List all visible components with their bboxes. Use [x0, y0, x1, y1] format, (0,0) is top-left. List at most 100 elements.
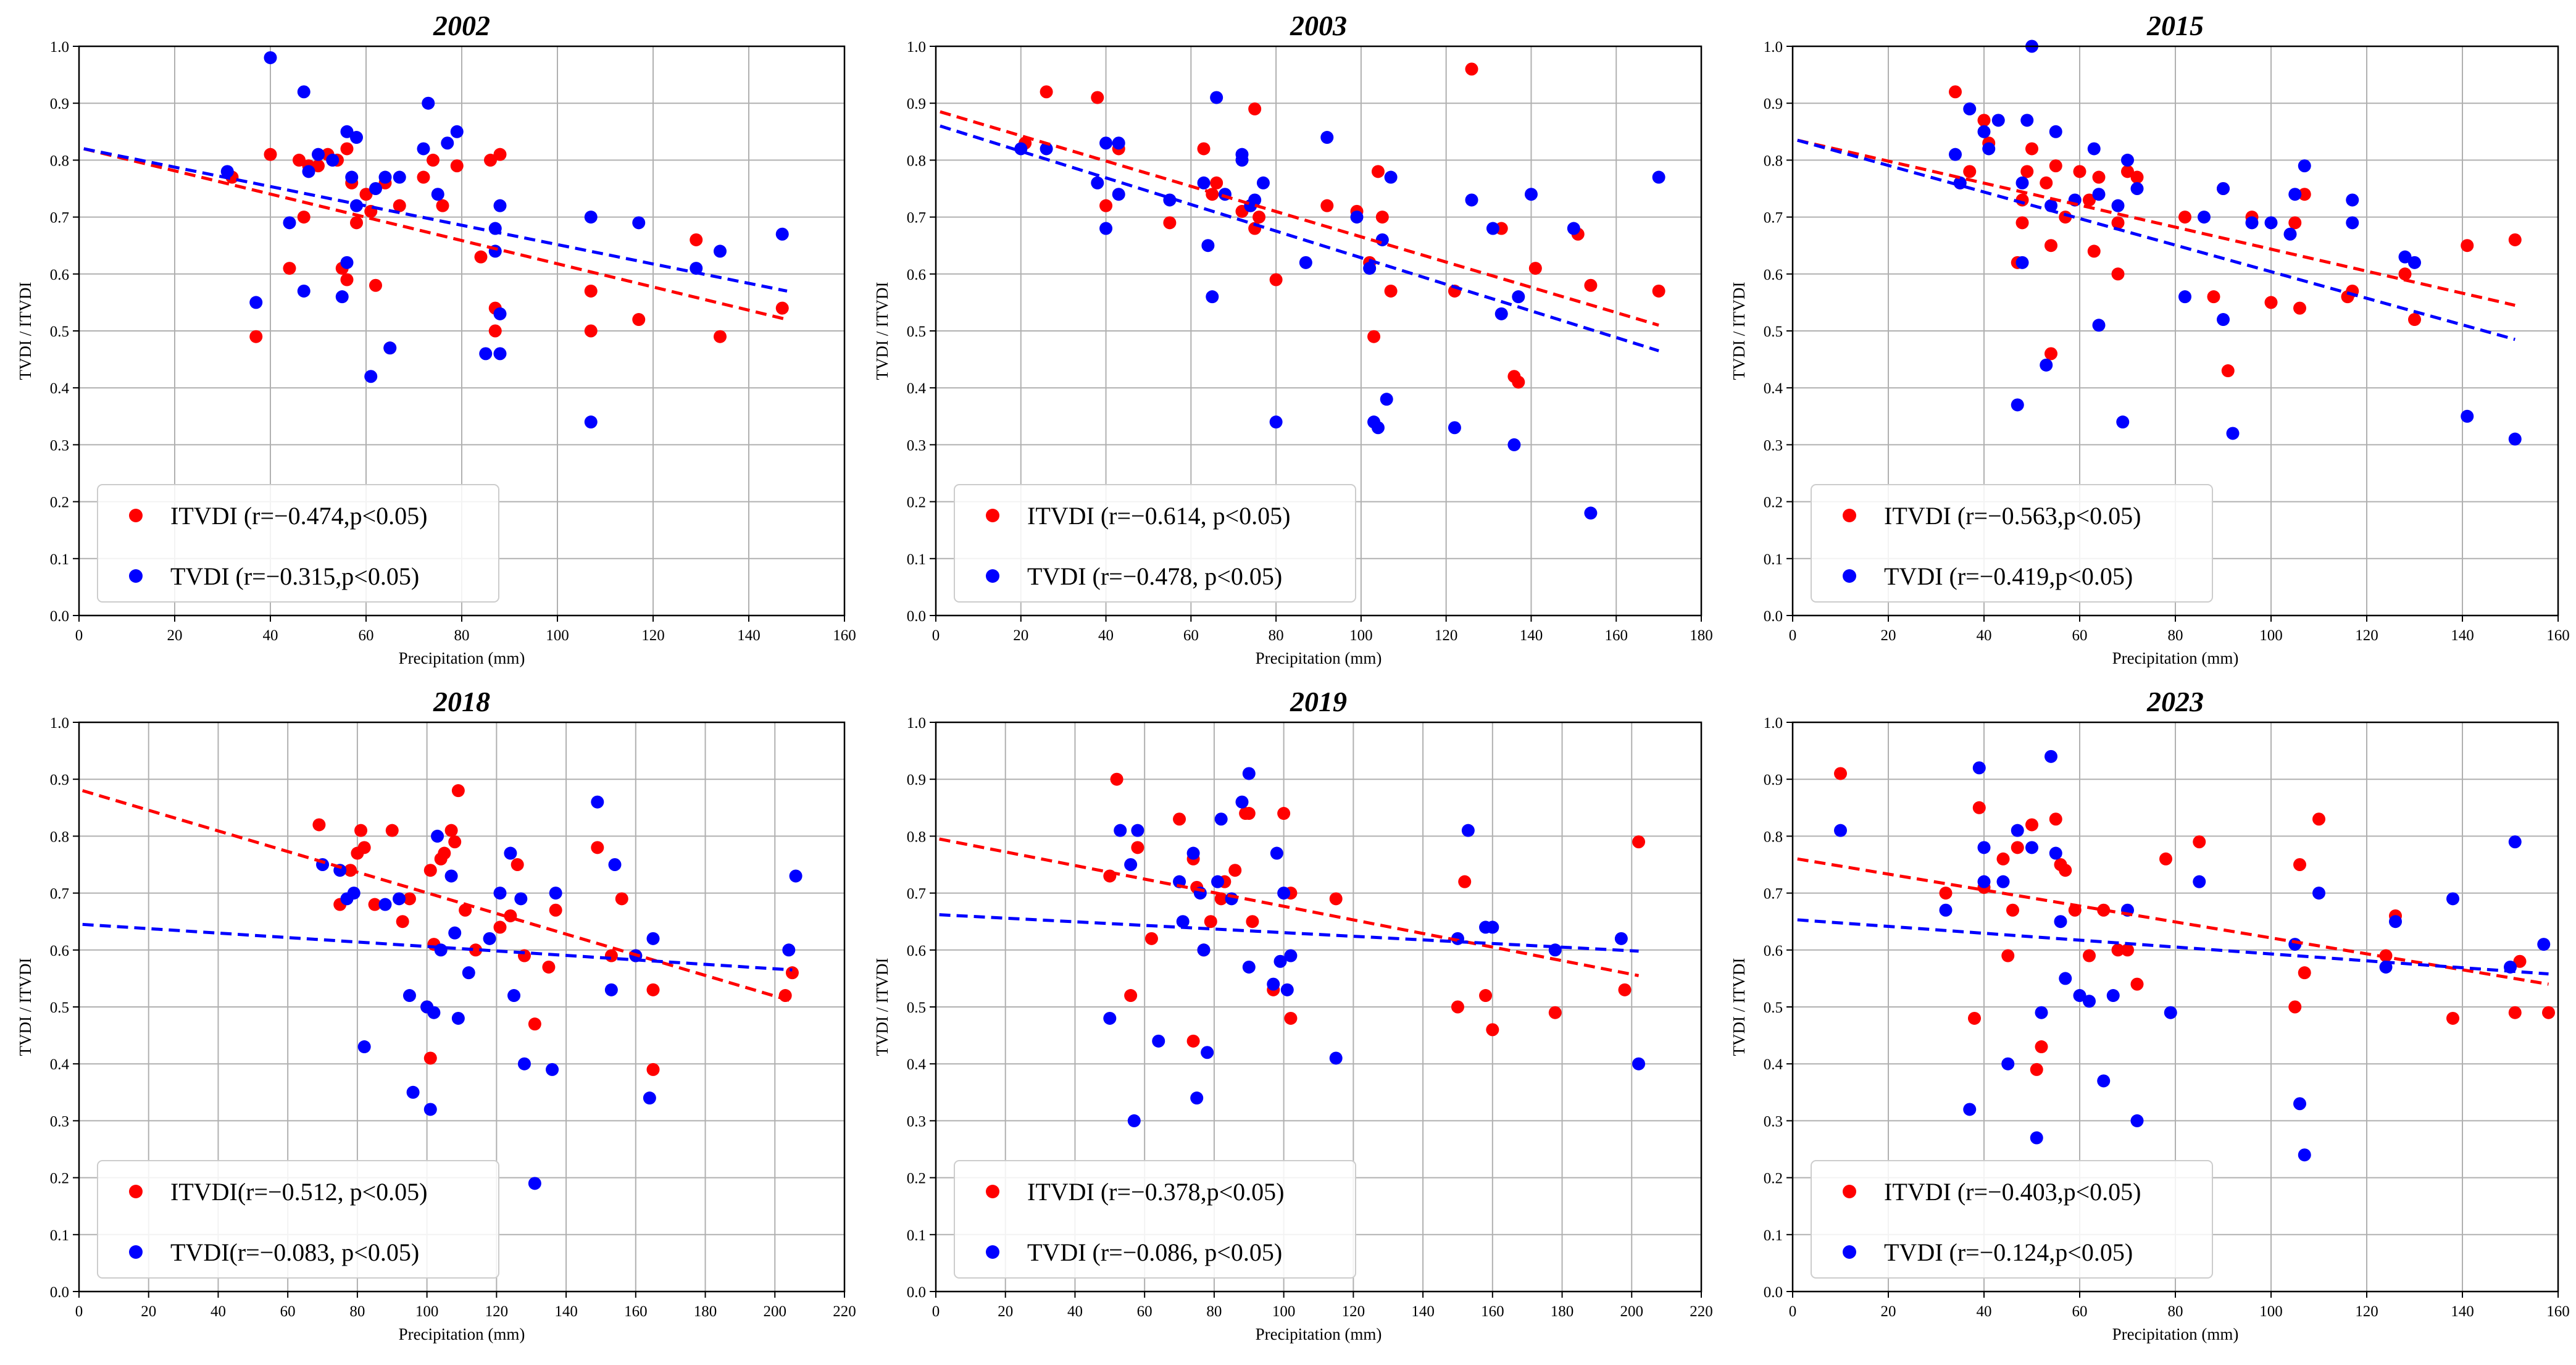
data-point	[789, 869, 802, 883]
data-point	[378, 898, 392, 911]
chart-title: 2002	[433, 10, 490, 41]
y-tick-label: 1.0	[1764, 39, 1783, 56]
x-tick-label: 100	[2259, 627, 2283, 644]
chart-panel-2003: 0 20 40 60 80 100 120 140 160 180 0.0 0.1 0.2 0.3 0.4 0…	[873, 10, 1713, 667]
data-point	[2040, 176, 2053, 190]
data-point	[1524, 188, 1538, 201]
data-point	[434, 943, 448, 957]
y-tick-label: 0.5	[50, 1000, 69, 1016]
x-tick-label: 0	[932, 1303, 940, 1320]
data-point	[2059, 211, 2072, 224]
y-axis-label: TVDI / ITVDI	[16, 282, 35, 380]
data-point	[2030, 1131, 2043, 1145]
data-point	[1982, 142, 1996, 156]
data-point	[1099, 199, 1113, 212]
y-tick-label: 0.2	[1764, 1171, 1783, 1187]
x-tick-label: 160	[624, 1303, 648, 1320]
data-point	[1494, 307, 1508, 320]
y-tick-label: 0.4	[907, 380, 927, 397]
data-point	[2288, 938, 2302, 951]
legend-marker-itvdi	[129, 1185, 143, 1198]
data-point	[2045, 749, 2057, 763]
data-point	[2245, 216, 2259, 230]
data-point	[451, 784, 465, 798]
data-point	[2264, 296, 2278, 309]
data-point	[1091, 91, 1104, 104]
data-point	[249, 296, 263, 309]
data-point	[2035, 1006, 2048, 1019]
data-point	[1269, 415, 1283, 429]
chart-title: 2019	[1290, 686, 1347, 717]
y-tick-label: 0.3	[1764, 1113, 1783, 1130]
data-point	[1977, 114, 1991, 127]
x-tick-label: 60	[280, 1303, 296, 1320]
data-point	[1350, 211, 1364, 224]
data-point	[402, 892, 416, 906]
data-point	[326, 153, 340, 167]
data-point	[2461, 409, 2474, 423]
trend-line-tvdi	[1797, 918, 2549, 976]
data-point	[2312, 812, 2325, 826]
x-tick-label: 100	[415, 1303, 439, 1320]
data-point	[1280, 983, 1294, 996]
data-point	[2097, 1074, 2111, 1088]
data-point	[340, 256, 354, 269]
data-point	[1152, 1034, 1165, 1048]
data-point	[2073, 989, 2086, 1003]
x-tick-label: 80	[2168, 627, 2183, 644]
data-point	[493, 199, 507, 212]
data-point	[2508, 233, 2522, 246]
x-tick-label: 0	[1789, 1303, 1797, 1320]
series-itvdi	[1019, 62, 1665, 389]
x-axis-label: Precipitation (mm)	[1256, 649, 1382, 667]
data-point	[1972, 761, 1986, 775]
data-point	[1977, 125, 1991, 138]
data-point	[1652, 284, 1665, 298]
data-point	[1972, 801, 1986, 814]
data-point	[2049, 159, 2062, 173]
data-point	[1091, 176, 1104, 190]
y-tick-label: 0.6	[907, 943, 926, 959]
data-point	[1099, 222, 1113, 235]
y-tick-label: 0.4	[1764, 1056, 1783, 1073]
data-point	[2446, 1011, 2459, 1025]
data-point	[283, 216, 296, 230]
y-tick-label: 0.1	[1764, 1227, 1783, 1244]
data-point	[1277, 807, 1291, 820]
data-point	[1204, 915, 1217, 929]
data-point	[1173, 812, 1186, 826]
data-point	[347, 887, 361, 900]
data-point	[493, 920, 507, 934]
x-tick-label: 100	[2259, 1303, 2283, 1320]
data-point	[2083, 995, 2096, 1008]
x-tick-label: 0	[932, 627, 940, 644]
data-point	[1211, 875, 1225, 888]
x-tick-label: 200	[1620, 1303, 1644, 1320]
data-point	[1197, 142, 1211, 156]
data-point	[591, 841, 604, 854]
data-point	[1461, 824, 1475, 837]
data-point	[1201, 1046, 1214, 1059]
data-point	[690, 233, 703, 246]
data-point	[1206, 290, 1219, 304]
data-point	[469, 943, 483, 957]
data-point	[2106, 989, 2120, 1003]
data-point	[1131, 841, 1144, 854]
y-tick-label: 0.0	[907, 1284, 926, 1301]
data-point	[1968, 1011, 1981, 1025]
y-tick-label: 0.9	[1764, 772, 1783, 788]
data-point	[1384, 284, 1398, 298]
data-point	[436, 199, 449, 212]
data-point	[1996, 875, 2010, 888]
data-point	[2097, 903, 2111, 917]
data-point	[2508, 1006, 2522, 1019]
y-tick-label: 1.0	[907, 715, 926, 732]
data-point	[1173, 875, 1186, 888]
data-point	[385, 824, 399, 837]
data-point	[264, 51, 277, 64]
data-point	[1124, 858, 1138, 871]
data-point	[357, 1040, 371, 1054]
data-point	[1465, 62, 1478, 76]
y-tick-label: 0.8	[1764, 152, 1783, 169]
data-point	[1486, 1023, 1499, 1037]
